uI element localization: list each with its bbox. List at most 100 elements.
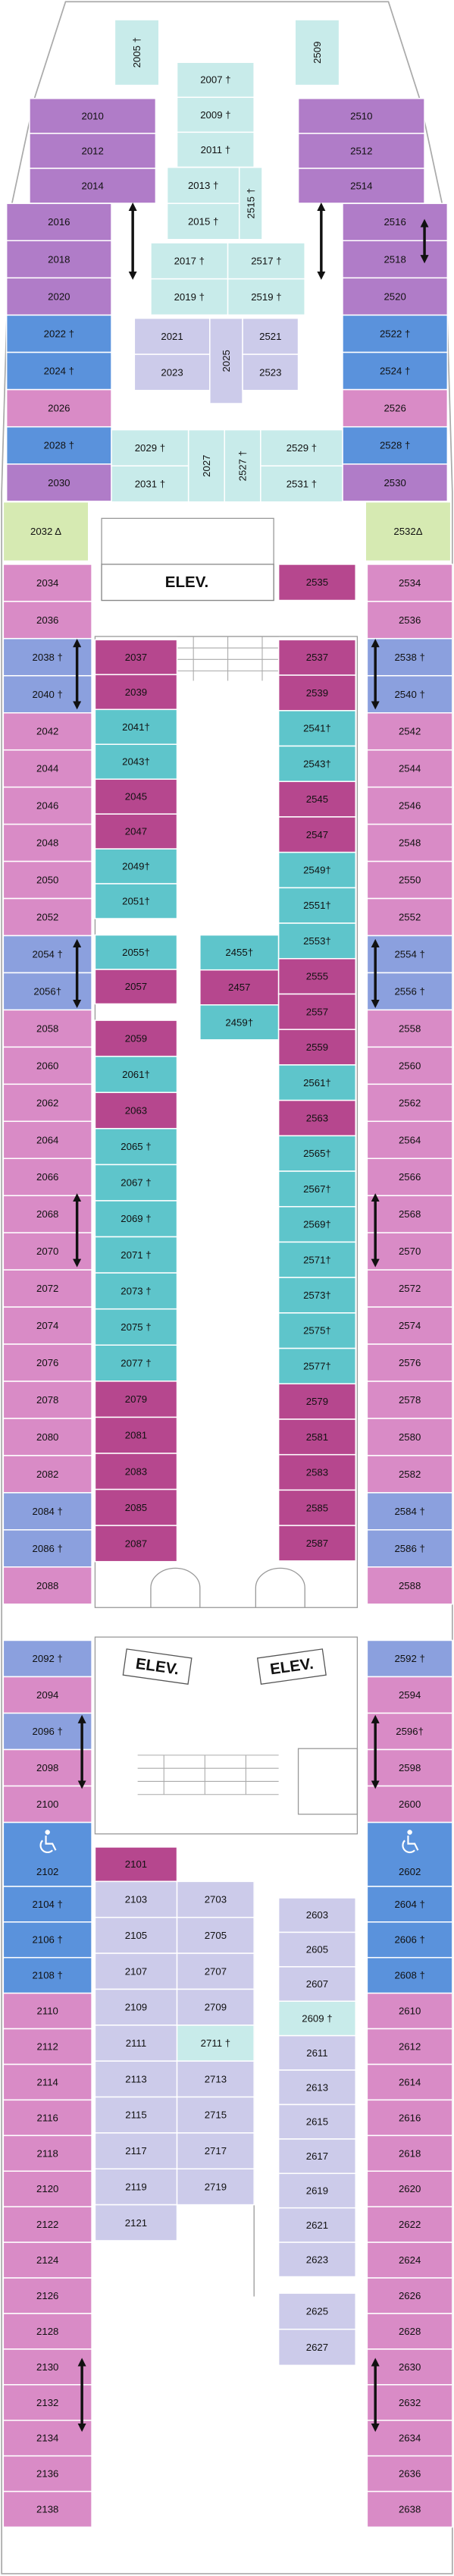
cabin [277,887,357,924]
cabin [94,743,178,780]
cabins: 2005 † 2509 2007 † 2009 † 2011 † 2013 † 2015 †… [2,19,453,2528]
cabin-number: 2520 [384,291,405,302]
cabin [94,1272,178,1310]
cabin [94,1236,178,1274]
cabin [150,278,229,316]
cabin-number: 2526 [384,403,405,414]
cabin [2,2490,92,2528]
cabin [366,1676,453,1714]
cabin [342,351,449,391]
cabin-number: 2636 [399,2468,421,2480]
cabin-number: 2534 [399,577,421,589]
cabin-number: 2558 [399,1023,421,1034]
cabin [366,2455,453,2493]
cabin-number: 2614 [399,2076,421,2088]
cabin [277,1135,357,1172]
cabin-number: 2607 [306,1978,328,1990]
cabin [176,2025,255,2062]
cabin-number: 2061† [122,1069,150,1080]
cabin-number: 2528 † [380,440,410,451]
cabin [176,61,255,99]
cabin-number: 2546 [399,800,421,812]
cabin-number: 2037 [125,652,147,663]
cabin-number: 2130 [36,2361,58,2373]
cabin-number: 2049† [122,861,150,872]
stairs [137,636,279,1795]
cabin-number: 2055† [122,947,150,958]
cabin-number: 2029 † [135,442,165,454]
cabin-number: 2586 † [394,1543,424,1554]
cabin [2,1418,92,1456]
cabin [366,1886,453,1923]
cabin [2,2313,92,2350]
cabin-number: 2600 [399,1798,421,1810]
cabin [366,1492,453,1531]
cabin-number: 2094 [36,1689,58,1701]
cabin [176,2096,255,2134]
cabin-number: 2106 † [33,1934,63,1946]
cabin [342,240,449,279]
cabin-number: 2027 [201,455,212,477]
cabin [366,897,453,937]
cabin-number: 2556 † [394,985,424,997]
cabin [2,1956,92,1994]
cabin [94,2168,178,2206]
cabin-number: 2080 [36,1431,58,1443]
cabin-number: 2021 [161,331,183,342]
cabin-number: 2046 [36,800,58,812]
cabin-number: 2026 [48,403,70,414]
cabin-number: 2580 [399,1431,421,1443]
cabin [94,1308,178,1346]
cabin [366,1009,453,1048]
cabin [114,19,160,86]
cabin [342,277,449,316]
cabin-number: 2531 † [286,478,317,489]
cabin [94,778,178,815]
cabin-number: 2045 [125,791,147,803]
cabin [224,429,261,503]
elevator-sign: ELEV. [122,1648,193,1685]
stair-arrows [73,202,429,2433]
cabin [277,851,357,889]
cabin-number: 2608 † [394,1970,424,1981]
cabin-number: 2544 [399,763,421,774]
cabin-number: 2041† [122,721,150,733]
cabin [366,2277,453,2314]
cabin-number: 2023 [161,366,183,378]
cabin-number: 2114 [37,2076,58,2088]
cabin-number: 2059 [125,1032,147,1044]
cabin-number: 2083 [125,1465,147,1477]
cabin-number: 2022 † [44,328,74,339]
cabin [209,317,243,404]
cabin-number: 2084 † [33,1506,63,1517]
cabin [176,1988,255,2026]
cabin [2,1343,92,1382]
cabin-number: 2063 [125,1105,147,1117]
cabin-number: 2102 [36,1866,58,1877]
elevator-sign-box [122,1648,193,1685]
cabin-number: 2564 [399,1134,421,1145]
cabin-number: 2713 [205,2073,227,2084]
cabin-number: 2074 [36,1320,58,1331]
cabin-number: 2455† [225,947,253,958]
cabin [29,98,157,134]
cabin-number: 2709 [205,2002,227,2013]
cabin-number: 2111 [126,2037,146,2049]
cabin [366,2490,453,2528]
cabin [242,353,299,391]
cabin [277,993,357,1030]
cabin-number: 2527 † [237,451,249,481]
cabin-number: 2594 [399,1689,421,1701]
cabin [366,675,453,714]
cabin-number: 2100 [36,1798,58,1810]
cabin-number: 2540 † [394,689,424,700]
cabin [94,2060,178,2098]
cabin-number: 2103 [125,1894,147,1905]
cabin [94,708,178,746]
cabin [277,1205,357,1243]
cabin-number: 2516 [384,216,405,228]
cabin [2,1748,92,1787]
cabin-number: 2138 [36,2504,58,2515]
cabin [29,168,157,204]
cabin-number: 2459† [225,1016,253,1028]
